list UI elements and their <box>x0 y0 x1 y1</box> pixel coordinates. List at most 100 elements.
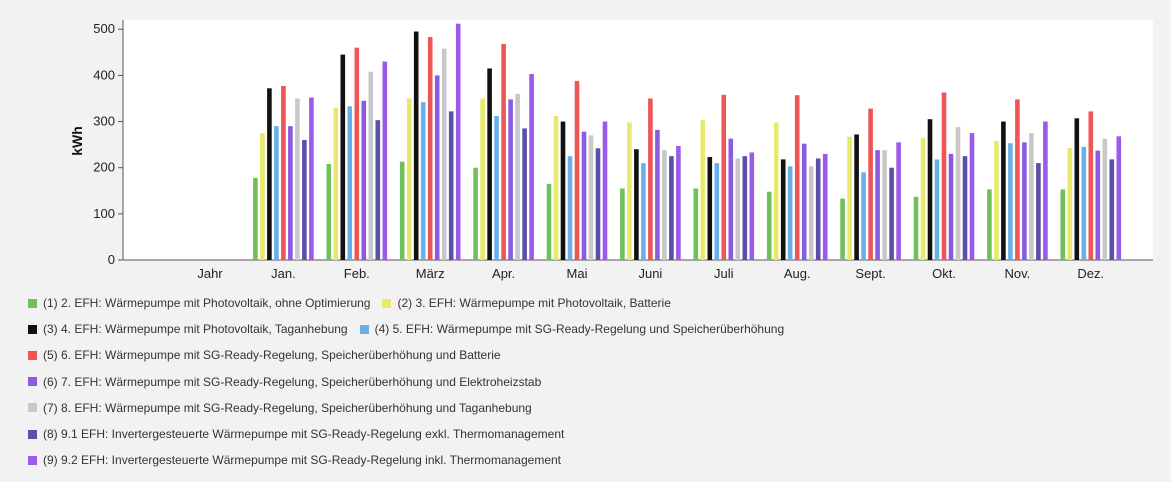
legend-label-5: (5) 6. EFH: Wärmepumpe mit SG-Ready-Rege… <box>43 348 501 363</box>
legend-label-7: (7) 8. EFH: Wärmepumpe mit SG-Ready-Rege… <box>43 400 532 415</box>
y-axis-title: kWh <box>69 126 85 156</box>
bar-s5-6 <box>648 98 653 260</box>
x-tick-label: Dez. <box>1077 266 1104 281</box>
legend-row: (1) 2. EFH: Wärmepumpe mit Photovoltaik,… <box>28 290 784 316</box>
bar-s8-7 <box>742 156 748 260</box>
bar-s1-3 <box>399 161 405 260</box>
bar-s7-11 <box>1029 133 1034 260</box>
bar-s6-12 <box>1095 150 1101 260</box>
bar-s1-6 <box>620 188 625 260</box>
bar-s3-7 <box>707 157 713 260</box>
bar-s4-12 <box>1081 146 1087 260</box>
legend-swatch-7 <box>28 403 37 413</box>
x-tick-label: Jan. <box>271 266 296 281</box>
bar-s6-8 <box>801 143 807 260</box>
bar-s9-2 <box>382 61 388 261</box>
bar-chart: 0 100 200 300 400 500 Jahr Jan. Feb. März Apr. Mai… <box>69 20 1153 281</box>
bar-s1-12 <box>1060 189 1066 260</box>
x-tick-label: Mai <box>567 266 588 281</box>
legend-label-6: (6) 7. EFH: Wärmepumpe mit SG-Ready-Rege… <box>43 374 542 389</box>
bar-s8-6 <box>669 156 674 260</box>
bar-s5-7 <box>721 94 727 261</box>
bar-s9-11 <box>1043 121 1048 261</box>
bar-s6-11 <box>1022 142 1027 260</box>
bar-s5-12 <box>1088 111 1094 260</box>
bar-s9-3 <box>455 23 461 261</box>
bar-s4-6 <box>641 163 646 260</box>
bar-s8-2 <box>375 120 381 261</box>
bar-s6-5 <box>581 131 587 260</box>
bar-s9-7 <box>749 152 755 260</box>
y-ticks-group: 0 100 200 300 400 500 <box>93 21 123 267</box>
bar-s3-4 <box>487 68 492 260</box>
bar-s3-12 <box>1074 118 1080 260</box>
bar-s1-8 <box>766 191 772 260</box>
bar-s9-1 <box>309 97 314 261</box>
bar-s8-4 <box>522 128 527 260</box>
bars-group <box>253 23 1122 261</box>
bar-s7-4 <box>515 93 520 260</box>
bar-s6-10 <box>948 153 954 260</box>
legend-swatch-1 <box>28 298 37 308</box>
y-tick-label: 0 <box>108 252 115 267</box>
bar-s7-2 <box>368 71 374 260</box>
bar-s2-12 <box>1067 147 1073 260</box>
bar-s6-6 <box>655 129 660 260</box>
bar-s1-9 <box>840 198 845 260</box>
bar-s1-1 <box>253 177 258 260</box>
bar-s1-4 <box>473 167 478 260</box>
bar-s4-8 <box>787 166 793 260</box>
bar-s1-7 <box>693 188 699 260</box>
legend-row: (3) 4. EFH: Wärmepumpe mit Photovoltaik,… <box>28 316 784 342</box>
bar-s1-11 <box>987 189 992 260</box>
legend-label-3: (3) 4. EFH: Wärmepumpe mit Photovoltaik,… <box>43 322 348 337</box>
legend-label-9: (9) 9.2 EFH: Invertergesteuerte Wärmepum… <box>43 453 561 468</box>
legend-swatch-2 <box>382 298 392 308</box>
bar-s9-6 <box>676 146 681 260</box>
bar-s5-4 <box>501 44 506 260</box>
bar-s9-5 <box>602 121 608 261</box>
bar-s9-9 <box>896 142 901 260</box>
x-tick-label: Aug. <box>784 266 811 281</box>
bar-s5-1 <box>281 86 286 260</box>
y-tick-label: 100 <box>93 206 115 221</box>
bar-s7-10 <box>955 127 961 260</box>
x-tick-label: Nov. <box>1005 266 1031 281</box>
x-tick-label: Sept. <box>855 266 885 281</box>
x-tick-label: März <box>416 266 445 281</box>
legend-label-8: (8) 9.1 EFH: Invertergesteuerte Wärmepum… <box>43 427 565 442</box>
bar-s8-8 <box>815 158 821 260</box>
bar-s6-9 <box>875 150 880 260</box>
bar-s2-6 <box>627 122 632 260</box>
bar-s3-10 <box>927 119 933 260</box>
legend-row: (6) 7. EFH: Wärmepumpe mit SG-Ready-Rege… <box>28 369 784 395</box>
legend-row: (7) 8. EFH: Wärmepumpe mit SG-Ready-Rege… <box>28 395 784 421</box>
bar-s5-10 <box>941 92 947 260</box>
bar-s3-3 <box>413 31 419 260</box>
x-tick-label: Okt. <box>932 266 956 281</box>
bar-s3-5 <box>560 121 566 261</box>
legend: (1) 2. EFH: Wärmepumpe mit Photovoltaik,… <box>28 290 784 473</box>
bar-s4-1 <box>274 126 279 261</box>
bar-s3-2 <box>340 54 346 260</box>
bar-s5-2 <box>354 47 360 260</box>
x-tick-label: Apr. <box>492 266 515 281</box>
bar-s8-12 <box>1109 159 1115 260</box>
bar-s2-10 <box>920 137 926 260</box>
bar-s4-5 <box>567 156 573 260</box>
bar-s7-9 <box>882 150 887 260</box>
bar-s7-6 <box>662 150 667 260</box>
y-tick-label: 400 <box>93 67 115 82</box>
bar-s2-8 <box>773 122 779 260</box>
bar-s5-8 <box>794 95 800 260</box>
bar-s7-12 <box>1102 138 1108 260</box>
legend-label-2: (2) 3. EFH: Wärmepumpe mit Photovoltaik,… <box>397 296 671 311</box>
bar-s2-4 <box>480 98 485 260</box>
bar-s8-1 <box>302 140 307 260</box>
bar-s7-3 <box>441 48 447 260</box>
bar-s4-4 <box>494 116 499 260</box>
legend-row: (8) 9.1 EFH: Invertergesteuerte Wärmepum… <box>28 421 784 447</box>
bar-s8-9 <box>889 167 894 260</box>
bar-s2-11 <box>994 140 999 260</box>
bar-s4-3 <box>420 102 426 261</box>
